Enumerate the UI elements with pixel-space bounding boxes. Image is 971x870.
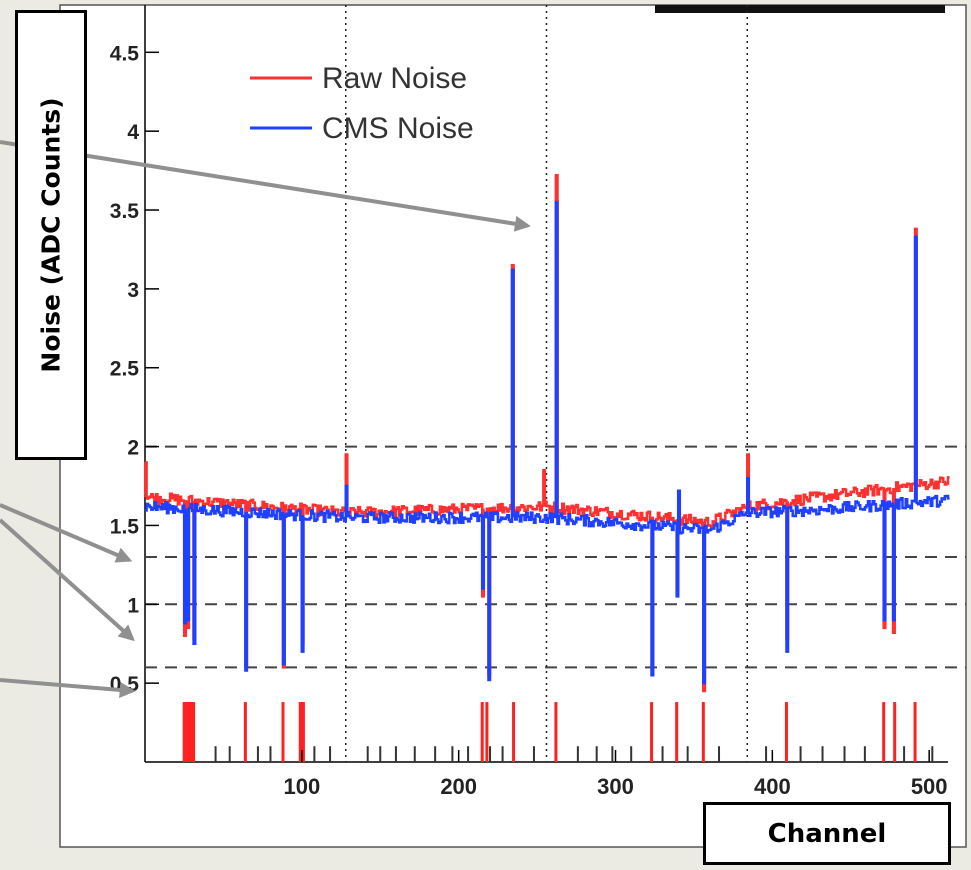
annotation-arrow-0 [0, 140, 531, 232]
y-tick-label-6: 3.5 [110, 200, 140, 223]
y-axis-label: Noise (ADC Counts) [36, 97, 66, 373]
y-tick-label-7: 4 [127, 121, 139, 144]
x-tick-label-2: 300 [597, 774, 634, 799]
x-tick-label-0: 100 [283, 774, 320, 799]
y-tick-label-3: 2 [127, 437, 139, 460]
x-tick-label-3: 400 [754, 774, 791, 799]
y-tick-label-0: 0.5 [110, 673, 140, 696]
y-tick-label-5: 3 [127, 279, 139, 302]
series-line-1 [145, 200, 950, 685]
y-tick-label-2: 1.5 [110, 515, 140, 538]
x-axis-label: Channel [767, 818, 887, 849]
annotation-arrow-3 [0, 678, 136, 698]
frame-top-bar [655, 5, 945, 13]
legend: Raw Noise CMS Noise [250, 62, 474, 145]
legend-label-0: Raw Noise [322, 62, 467, 95]
annotation-arrow-2 [0, 518, 135, 642]
y-axis-label-box: Noise (ADC Counts) [15, 10, 87, 460]
y-tick-label-8: 4.5 [110, 42, 140, 65]
annotation-arrow-1 [0, 503, 133, 563]
x-tick-label-1: 200 [440, 774, 477, 799]
x-tick-label-4: 500 [911, 774, 948, 799]
y-tick-label-4: 2.5 [110, 358, 140, 381]
y-tick-label-1: 1 [127, 594, 139, 617]
x-axis-label-box: Channel [703, 802, 951, 865]
legend-label-1: CMS Noise [322, 112, 474, 145]
